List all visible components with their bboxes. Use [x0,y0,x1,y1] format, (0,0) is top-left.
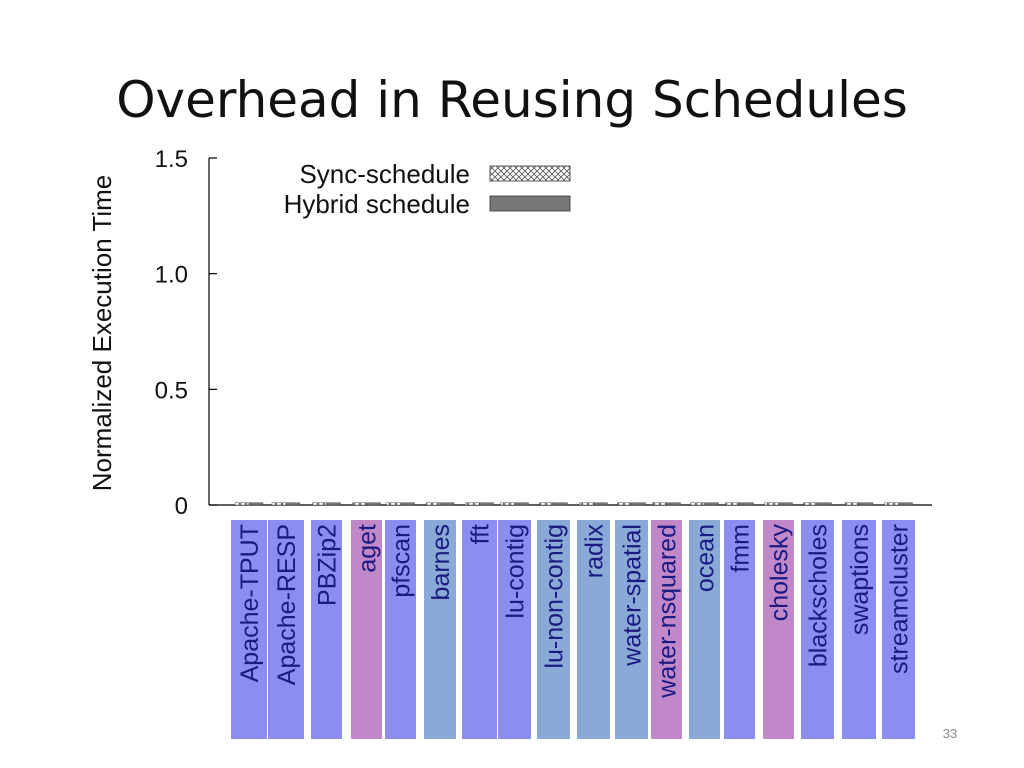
bar-hybrid [326,502,341,506]
category-background [498,520,531,739]
category-label: Apache-RESP [273,524,301,685]
bar-sync [764,502,779,506]
bars [234,502,913,506]
category-background [801,520,834,739]
bar-hybrid [898,502,913,506]
bar-hybrid [817,502,832,506]
bar-sync [271,502,287,506]
category-label: pfscan [388,524,416,598]
category-background [724,520,755,739]
category-label: fft [467,524,495,544]
category-label: radix [581,524,609,579]
legend-label: Sync-schedule [299,159,470,189]
legend-label: Hybrid schedule [284,189,470,219]
bar-hybrid [666,502,681,506]
bar-hybrid [400,502,415,506]
bar-hybrid [858,502,874,506]
bar-sync [312,502,327,506]
category-labels: Apache-TPUT Apache-RESP PBZip2 aget pfscan ba… [236,524,914,699]
bar-sync [500,502,515,506]
category-background [351,520,382,739]
bar-hybrid [593,502,608,506]
category-label: lu-contig [502,524,530,619]
category-background [577,520,610,739]
bar-sync [425,502,441,506]
bar-sync [652,502,667,506]
category-backgrounds [231,520,915,739]
category-background [689,520,720,739]
bar-sync [352,502,367,506]
bar-sync [844,502,860,506]
category-label: aget [354,524,382,573]
category-label: PBZip2 [314,524,342,606]
bar-hybrid [514,502,529,506]
category-background [615,520,648,739]
y-axis-title: Normalized Execution Time [87,175,117,491]
category-label: ocean [692,524,720,592]
bar-hybrid [739,502,754,506]
bar-sync [884,502,899,506]
bar-sync [617,502,632,506]
y-tick-label: 1.5 [155,146,188,173]
bar-hybrid [439,502,455,506]
page-number: 33 [942,726,958,741]
slide-title: Overhead in Reusing Schedules [116,71,908,129]
bar-sync [579,502,594,506]
bar-sync [690,502,705,506]
bar-hybrid [553,502,568,506]
bar-hybrid [285,502,301,506]
category-label: blackscholes [805,524,833,667]
category-background [651,520,682,739]
category-background [424,520,456,739]
category-label: water-spatial [619,524,647,667]
legend-swatch [489,165,571,182]
category-background [763,520,794,739]
category-label: water-nsquared [654,524,682,699]
bar-sync [234,502,250,506]
bar-sync [386,502,401,506]
bar-sync [539,502,554,506]
category-background [537,520,570,739]
legend-swatch [489,195,571,212]
category-background [842,520,876,739]
category-label: lu-non-contig [541,524,569,669]
bar-hybrid [778,502,793,506]
bar-sync [465,502,480,506]
category-background [268,520,304,739]
y-tick-label: 1.0 [155,262,188,289]
y-tick-label: 0 [175,493,188,520]
category-label: Apache-TPUT [236,524,264,682]
category-label: swaptions [846,524,874,635]
bar-hybrid [248,502,264,506]
bar-sync [725,502,740,506]
category-background [231,520,267,739]
category-background [311,520,342,739]
category-background [882,520,915,739]
y-tick-label: 0.5 [155,377,188,404]
category-background [385,520,416,739]
category-label: cholesky [766,524,794,622]
bar-hybrid [631,502,646,506]
bar-hybrid [704,502,719,506]
category-background [462,520,497,739]
category-label: fmm [727,524,755,573]
bar-sync [803,502,818,506]
bar-hybrid [479,502,494,506]
category-label: barnes [427,524,455,600]
category-label: streamcluster [886,524,914,674]
bar-hybrid [366,502,381,506]
